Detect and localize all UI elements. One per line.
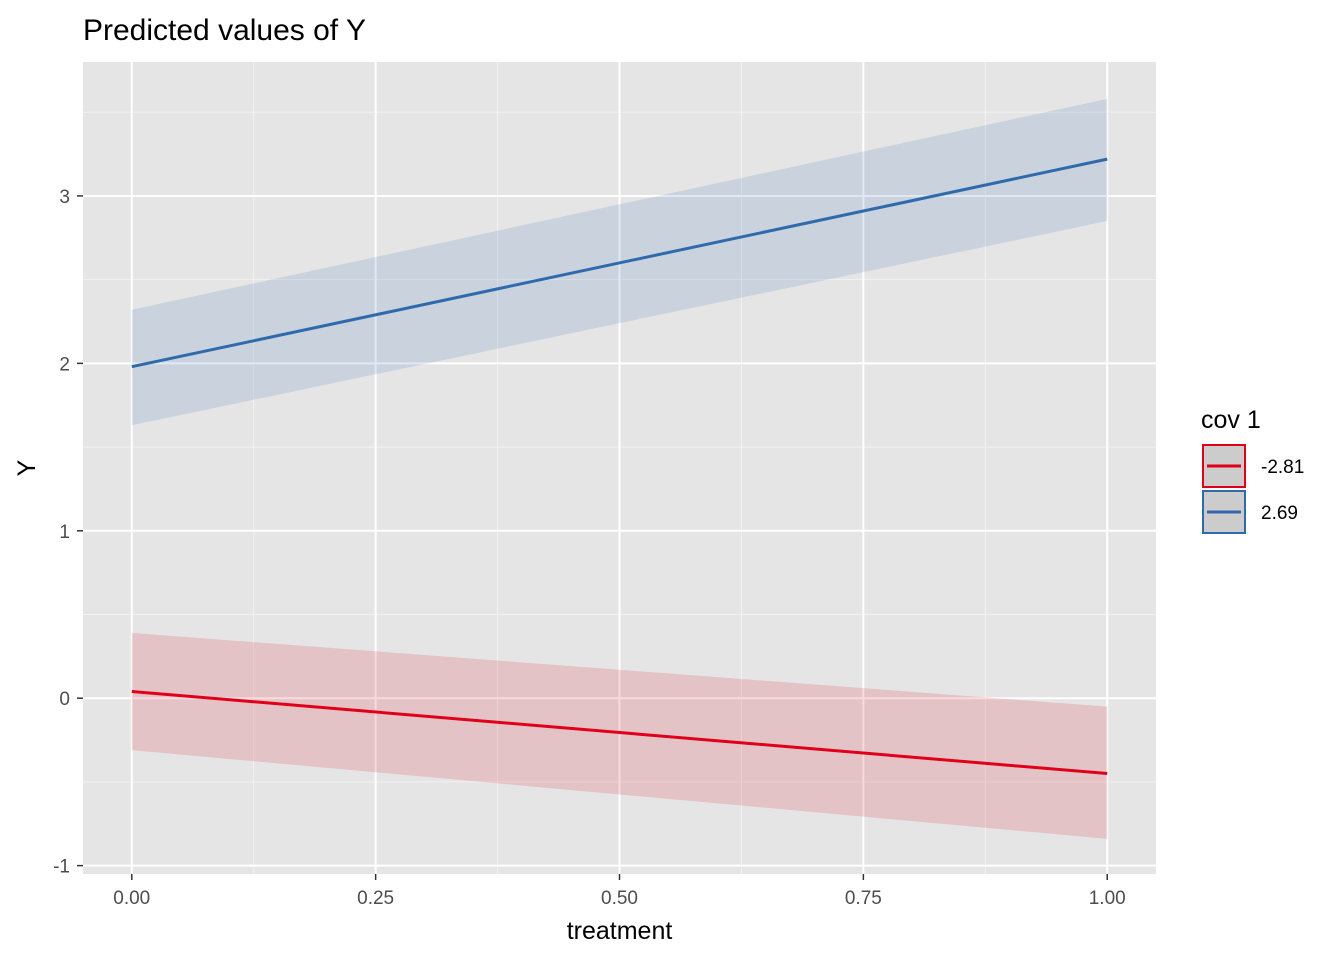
legend-label: -2.81 (1261, 457, 1304, 478)
series-line (131, 690, 1108, 776)
series-ribbon (131, 632, 1108, 839)
x-tick-label: 0.25 (357, 888, 394, 909)
x-tick-label: 0.50 (601, 888, 638, 909)
legend-item: -2.81 (1202, 444, 1304, 488)
legend-item: 2.69 (1202, 490, 1298, 534)
x-axis-title: treatment (567, 917, 673, 945)
y-axis: -1 0 1 2 3 (53, 187, 83, 878)
x-tick-label: 0.75 (845, 888, 882, 909)
x-tick-label: 1.00 (1089, 888, 1126, 909)
legend-label: 2.69 (1261, 503, 1298, 524)
x-axis: 0.00 0.25 0.50 0.75 1.00 (113, 874, 1126, 909)
chart-title: Predicted values of Y (83, 14, 366, 47)
legend: cov 1 -2.81 2.69 (1201, 406, 1304, 534)
series-line (131, 157, 1108, 369)
major-gridlines (83, 62, 1156, 874)
series-lines (131, 157, 1108, 776)
legend-title: cov 1 (1201, 406, 1261, 434)
y-axis-title: Y (13, 459, 41, 476)
y-tick-label: 2 (59, 354, 70, 375)
y-tick-label: 3 (59, 187, 70, 208)
y-tick-label: -1 (53, 857, 70, 878)
y-tick-label: 1 (59, 522, 70, 543)
x-tick-label: 0.00 (113, 888, 150, 909)
y-tick-label: 0 (59, 689, 70, 710)
